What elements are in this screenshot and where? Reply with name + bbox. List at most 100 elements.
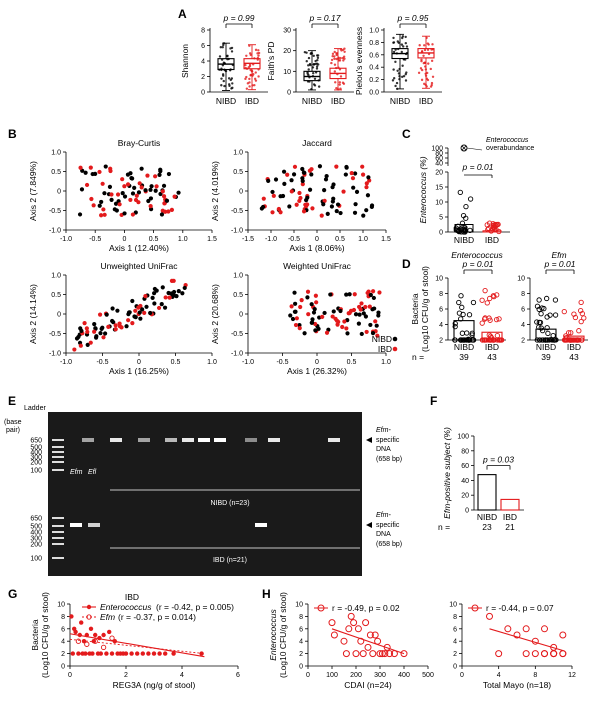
- data-point: [404, 79, 408, 82]
- data-point: [128, 197, 133, 203]
- x-tick-label: 0: [122, 236, 126, 243]
- data-point: [490, 222, 497, 228]
- p-value: p = 0.17: [309, 13, 341, 23]
- data-point: [376, 310, 381, 315]
- data-point: [333, 316, 338, 321]
- data-point: [228, 84, 231, 88]
- data-point: [425, 71, 429, 75]
- y-tick-label: 0: [239, 189, 243, 196]
- data-point: [285, 172, 290, 177]
- data-point: [305, 289, 311, 294]
- data-point: [136, 305, 141, 310]
- data-point: [278, 210, 283, 215]
- data-point: [148, 310, 153, 316]
- x-axis-label: Axis 1 (16.25%): [109, 366, 169, 376]
- data-point: [371, 295, 376, 301]
- data-point: [316, 54, 320, 57]
- data-point: [460, 311, 466, 318]
- data-point: [329, 204, 335, 209]
- data-point: [97, 169, 102, 175]
- data-point: [167, 295, 172, 300]
- y-tick-label: 100: [431, 146, 443, 153]
- data-point: [423, 48, 427, 52]
- data-point: [470, 299, 477, 306]
- data-point: [171, 651, 176, 656]
- arrow-marker: [366, 437, 372, 443]
- y-tick-label: 2: [299, 651, 303, 658]
- data-point: [109, 651, 115, 656]
- data-point: [83, 170, 88, 175]
- y-axis-label-1: Enterococcus: [268, 609, 278, 661]
- ladder-tick-label: 500: [30, 524, 42, 531]
- data-point: [82, 320, 87, 326]
- ladder-band: [52, 439, 64, 441]
- y-tick-label: 2: [453, 651, 457, 658]
- annot-line: (658 bp): [376, 456, 402, 463]
- data-point: [115, 308, 120, 313]
- y-tick-label: 4: [439, 322, 443, 329]
- data-point: [122, 194, 128, 199]
- data-point: [321, 202, 326, 207]
- data-point: [352, 650, 360, 658]
- data-point: [171, 293, 177, 298]
- p-value: p = 0.95: [397, 13, 429, 23]
- data-point: [334, 208, 339, 214]
- data-point: [479, 320, 485, 326]
- data-point: [122, 184, 127, 189]
- data-point: [334, 81, 337, 84]
- data-point: [322, 198, 327, 203]
- y-tick-label: 30: [283, 28, 291, 35]
- data-point: [356, 321, 361, 326]
- plot-title: Unweighted UniFrac: [100, 261, 178, 271]
- data-point: [402, 45, 405, 48]
- y-tick-label: 0.5: [51, 169, 61, 176]
- data-point: [76, 334, 81, 340]
- data-point: [221, 46, 224, 49]
- y-tick-label: 10: [435, 200, 443, 207]
- data-point: [102, 191, 107, 196]
- data-point: [359, 301, 364, 306]
- data-point: [149, 184, 154, 189]
- data-point: [383, 643, 391, 651]
- data-point: [98, 330, 103, 336]
- data-point: [134, 193, 139, 198]
- panel-b: Bray-Curtis -1.0 -0.5 0 0.5 1.0 1.5 -1.0 -0.5 0 0.…: [28, 138, 398, 376]
- x-tick-label: -1.5: [242, 236, 254, 243]
- y-tick-label: 1.0: [233, 150, 243, 157]
- data-point: [309, 172, 314, 177]
- data-point: [293, 322, 299, 328]
- data-point: [293, 301, 298, 306]
- data-point: [401, 64, 404, 67]
- data-point: [299, 298, 304, 303]
- ladder-band: [52, 525, 64, 527]
- x-tick-label: 0: [137, 359, 141, 366]
- n-value: 43: [487, 352, 497, 362]
- data-point: [139, 185, 144, 190]
- data-point: [92, 329, 97, 334]
- panel-label-h: H: [262, 587, 271, 601]
- data-point: [465, 336, 471, 342]
- y-tick-label: 0: [57, 189, 61, 196]
- y-axis-label: Axis 2 (20.68%): [210, 284, 220, 344]
- data-point: [248, 65, 252, 68]
- panel-d: Bacteria (Log10 CFU/g of stool) Enterococc…: [410, 250, 588, 362]
- data-point: [365, 290, 370, 296]
- data-point: [83, 651, 88, 656]
- data-point: [222, 79, 225, 83]
- data-point: [331, 309, 336, 314]
- data-point: [463, 215, 469, 221]
- y-tick-label: 0: [57, 312, 61, 319]
- ladder-tick-label: 500: [30, 445, 42, 452]
- ladder-band: [52, 531, 64, 533]
- x-tick-label: 1.5: [207, 236, 217, 243]
- ladder-band: [52, 537, 64, 539]
- data-point: [100, 181, 105, 186]
- data-point: [132, 185, 137, 191]
- data-point: [350, 176, 356, 181]
- data-point: [539, 327, 546, 334]
- y-tick-label: -0.5: [49, 331, 61, 338]
- data-point: [330, 58, 334, 62]
- data-point: [84, 326, 89, 331]
- data-point: [363, 314, 369, 319]
